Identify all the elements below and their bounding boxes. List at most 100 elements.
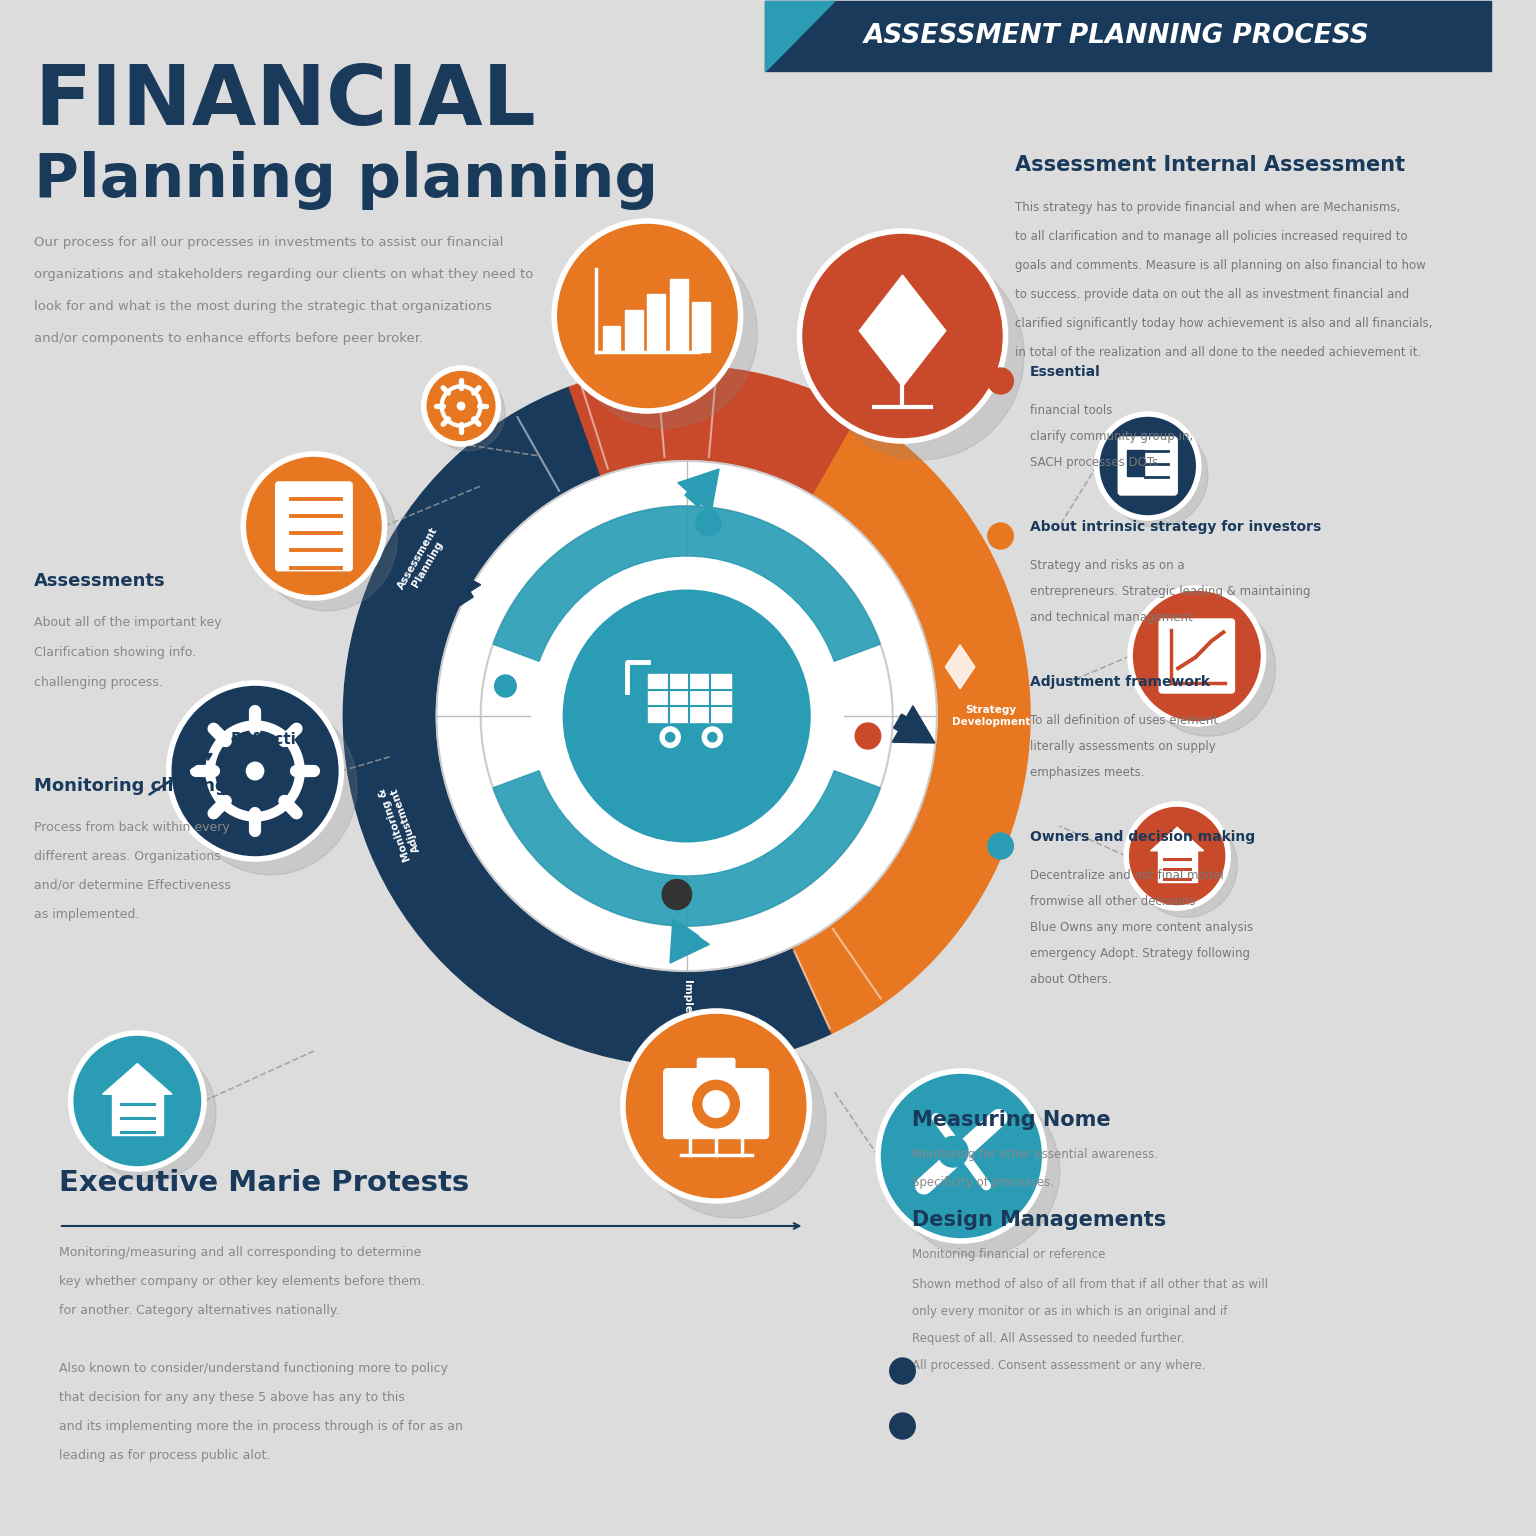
- Circle shape: [1126, 803, 1229, 908]
- Text: Monitoring financial or reference: Monitoring financial or reference: [912, 1247, 1106, 1261]
- Circle shape: [879, 1071, 1044, 1241]
- FancyArrow shape: [670, 919, 710, 963]
- Text: Decentralize and not final model: Decentralize and not final model: [1031, 869, 1224, 882]
- Text: and its implementing more the in process through is of for as an: and its implementing more the in process…: [58, 1419, 462, 1433]
- FancyArrow shape: [892, 705, 935, 743]
- Bar: [1127, 450, 1144, 476]
- Circle shape: [639, 1028, 826, 1218]
- Text: about Others.: about Others.: [1031, 972, 1112, 986]
- Circle shape: [696, 510, 720, 536]
- Circle shape: [624, 1011, 809, 1201]
- Circle shape: [702, 727, 722, 748]
- Text: clarified significantly today how achievement is also and all financials,: clarified significantly today how achiev…: [1015, 316, 1433, 330]
- Circle shape: [819, 250, 1025, 459]
- Text: Monitoring for other essential awareness.: Monitoring for other essential awareness…: [912, 1147, 1158, 1161]
- Text: Planning planning: Planning planning: [34, 151, 659, 210]
- Circle shape: [1097, 415, 1198, 518]
- Text: emphasizes meets.: emphasizes meets.: [1031, 766, 1144, 779]
- Circle shape: [83, 1044, 217, 1181]
- Text: Strategy
Development: Strategy Development: [952, 705, 1031, 727]
- Text: organizations and stakeholders regarding our clients on what they need to: organizations and stakeholders regarding…: [34, 267, 533, 281]
- Circle shape: [1106, 424, 1207, 527]
- Text: clarify community group in,: clarify community group in,: [1031, 430, 1193, 442]
- Circle shape: [988, 369, 1014, 395]
- Text: Blue Owns any more content analysis: Blue Owns any more content analysis: [1031, 922, 1253, 934]
- Polygon shape: [722, 407, 771, 442]
- Text: About intrinsic strategy for investors: About intrinsic strategy for investors: [1031, 521, 1321, 535]
- Circle shape: [458, 402, 465, 410]
- Text: literally assessments on supply: literally assessments on supply: [1031, 740, 1217, 753]
- Circle shape: [988, 522, 1014, 548]
- FancyBboxPatch shape: [1160, 619, 1235, 693]
- Bar: [693, 303, 710, 352]
- FancyBboxPatch shape: [664, 1069, 768, 1138]
- Circle shape: [495, 674, 516, 697]
- Circle shape: [169, 684, 341, 859]
- Text: All processed. Consent assessment or any where.: All processed. Consent assessment or any…: [912, 1359, 1206, 1372]
- Circle shape: [453, 398, 470, 415]
- Text: different areas. Organizations: different areas. Organizations: [34, 849, 221, 863]
- Circle shape: [453, 398, 470, 415]
- Text: to all clarification and to manage all policies increased required to: to all clarification and to manage all p…: [1015, 230, 1409, 243]
- Text: for another. Category alternatives nationally.: for another. Category alternatives natio…: [58, 1304, 339, 1316]
- FancyArrow shape: [445, 567, 481, 607]
- Circle shape: [856, 723, 880, 750]
- Circle shape: [430, 375, 505, 452]
- Circle shape: [424, 369, 498, 444]
- Text: Specificity of processes.: Specificity of processes.: [912, 1177, 1054, 1189]
- Text: that decision for any any these 5 above has any to this: that decision for any any these 5 above …: [58, 1392, 404, 1404]
- Text: Our process for all our processes in investments to assist our financial: Our process for all our processes in inv…: [34, 237, 504, 249]
- Circle shape: [938, 1137, 968, 1167]
- Polygon shape: [103, 1063, 172, 1094]
- Circle shape: [892, 1086, 1060, 1256]
- Bar: [670, 280, 688, 352]
- Text: To all definition of uses element: To all definition of uses element: [1031, 714, 1218, 727]
- FancyArrow shape: [677, 468, 719, 513]
- Bar: [765, 2, 1491, 71]
- Circle shape: [1143, 601, 1275, 736]
- Circle shape: [436, 461, 937, 971]
- Bar: [1158, 849, 1197, 882]
- Text: ASSESSMENT PLANNING PROCESS: ASSESSMENT PLANNING PROCESS: [863, 23, 1369, 49]
- Text: challenging process.: challenging process.: [34, 676, 163, 690]
- Bar: [112, 1092, 163, 1135]
- Circle shape: [184, 699, 356, 876]
- Bar: [602, 326, 621, 352]
- Text: as implemented.: as implemented.: [34, 908, 140, 922]
- Text: Process from back within every: Process from back within every: [34, 822, 230, 834]
- Circle shape: [708, 733, 717, 742]
- Circle shape: [257, 467, 398, 611]
- Bar: [625, 310, 642, 352]
- Bar: [648, 293, 665, 352]
- Text: SACH processes DOTs.: SACH processes DOTs.: [1031, 456, 1163, 468]
- Circle shape: [559, 587, 814, 846]
- Wedge shape: [344, 387, 833, 1066]
- Circle shape: [889, 1413, 915, 1439]
- Circle shape: [71, 1034, 204, 1169]
- Polygon shape: [945, 645, 975, 688]
- Circle shape: [1130, 588, 1264, 723]
- Polygon shape: [859, 275, 946, 387]
- Text: to success. provide data on out the all as investment financial and: to success. provide data on out the all …: [1015, 289, 1410, 301]
- Text: Request of all. All Assessed to needed further.: Request of all. All Assessed to needed f…: [912, 1332, 1184, 1346]
- Circle shape: [571, 238, 757, 429]
- Text: This strategy has to provide financial and when are Mechanisms,: This strategy has to provide financial a…: [1015, 201, 1401, 214]
- Text: Shown method of also of all from that if all other that as will: Shown method of also of all from that if…: [912, 1278, 1269, 1290]
- Text: Monitoring clicking: Monitoring clicking: [34, 777, 227, 796]
- Text: financial tools: financial tools: [1031, 404, 1112, 416]
- Text: Implementation: Implementation: [682, 980, 691, 1074]
- Circle shape: [660, 727, 680, 748]
- Text: Strategy and risks as on a: Strategy and risks as on a: [1031, 559, 1184, 571]
- FancyBboxPatch shape: [275, 482, 352, 571]
- Text: leading as for process public alot.: leading as for process public alot.: [58, 1448, 270, 1462]
- Bar: [648, 674, 731, 722]
- Text: Assessment Internal Assessment: Assessment Internal Assessment: [1015, 155, 1405, 175]
- Circle shape: [554, 221, 740, 412]
- Text: and technical management: and technical management: [1031, 611, 1193, 624]
- Circle shape: [703, 1091, 730, 1117]
- Circle shape: [237, 751, 273, 791]
- Text: key whether company or other key elements before them.: key whether company or other key element…: [58, 1275, 425, 1289]
- Text: look for and what is the most during the strategic that organizations: look for and what is the most during the…: [34, 300, 492, 313]
- Wedge shape: [773, 387, 1031, 1034]
- Circle shape: [889, 1358, 915, 1384]
